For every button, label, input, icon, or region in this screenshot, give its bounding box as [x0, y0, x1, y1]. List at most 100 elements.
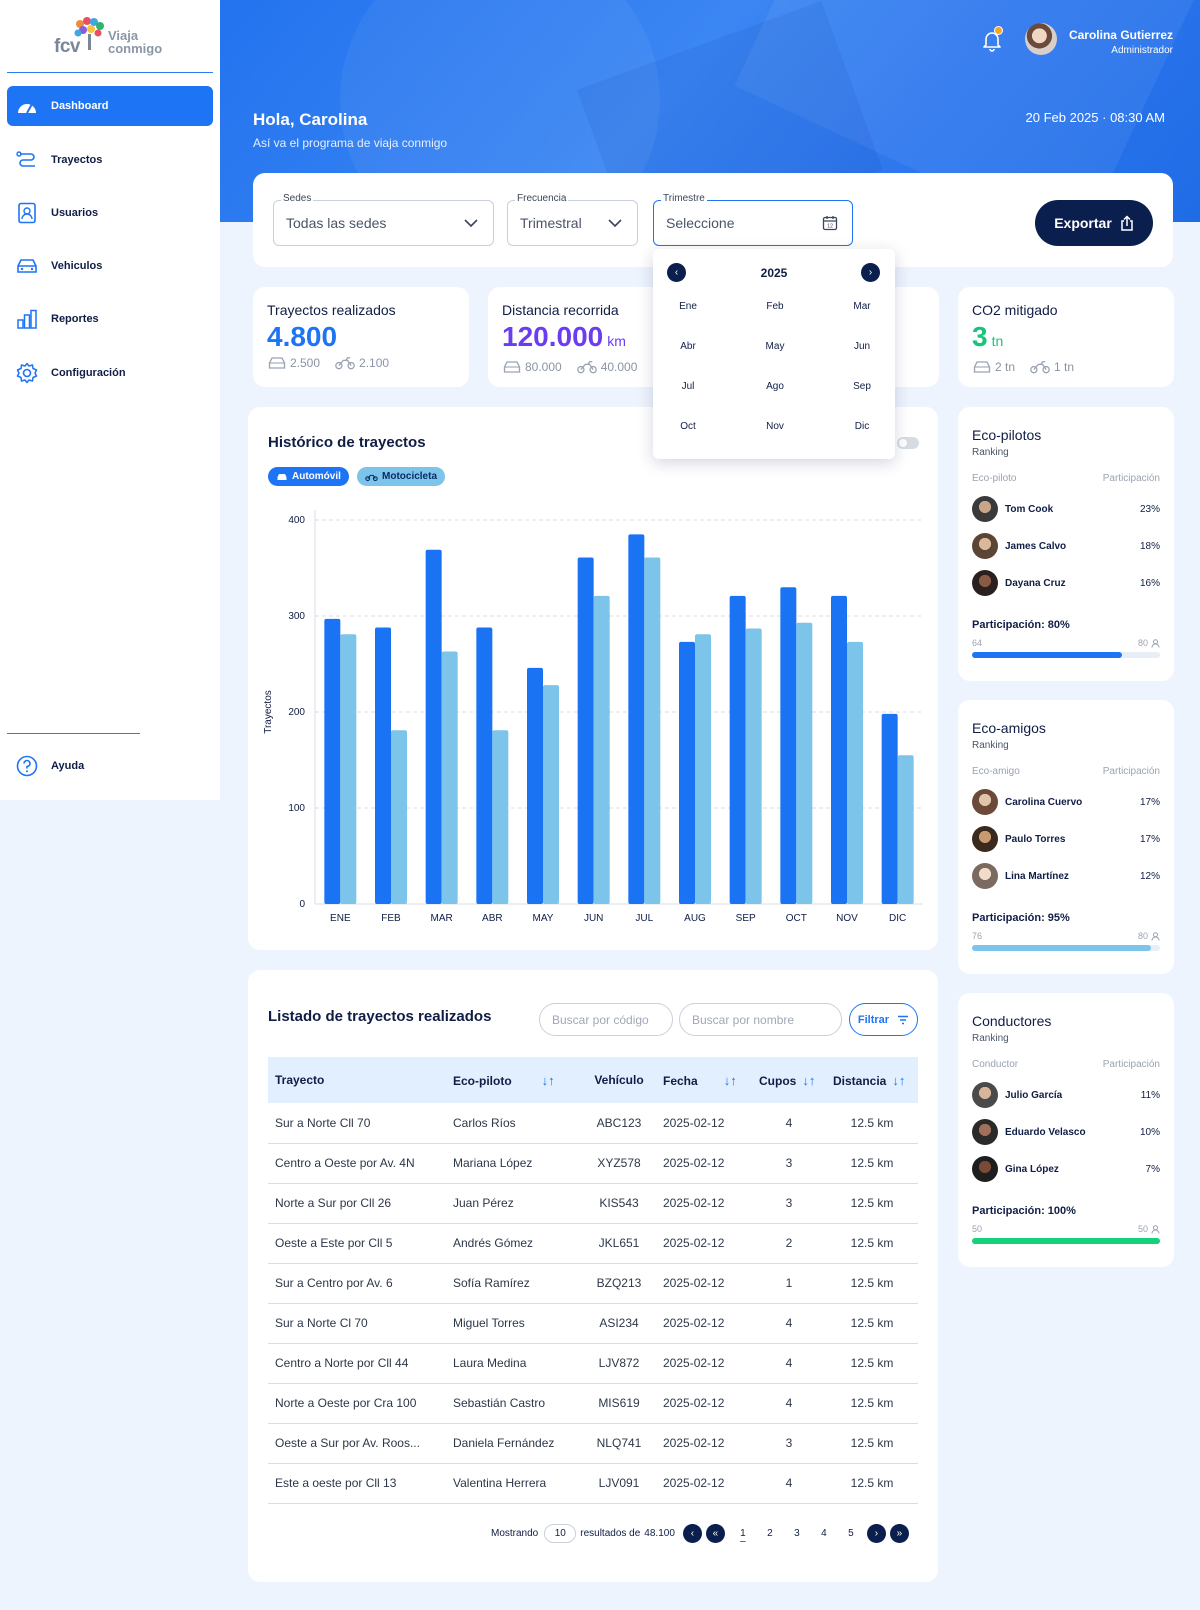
- export-button[interactable]: Exportar: [1035, 200, 1153, 246]
- app-logo[interactable]: fcv Viaja conmigo: [52, 16, 172, 60]
- bar-ene-motocicleta: [340, 634, 357, 904]
- dashboard-icon: [15, 94, 39, 118]
- table-row[interactable]: Este a oeste por Cll 13 Valentina Herrera…: [268, 1463, 918, 1504]
- vehiculo-cell: KIS543: [582, 1183, 656, 1224]
- page-5[interactable]: 5: [848, 1527, 854, 1539]
- month-jun[interactable]: Jun: [853, 341, 871, 352]
- ranking-row[interactable]: Tom Cook 23%: [972, 495, 1160, 523]
- month-feb[interactable]: Feb: [766, 301, 784, 312]
- month-nov[interactable]: Nov: [766, 421, 784, 432]
- table-row[interactable]: Sur a Centro por Av. 6 Sofía Ramírez BZQ21…: [268, 1263, 918, 1304]
- page-2[interactable]: 2: [767, 1527, 773, 1539]
- share-icon: [1121, 215, 1133, 231]
- sidebar-item-usuarios[interactable]: Usuarios: [7, 193, 213, 233]
- ranking-row[interactable]: Gina López 7%: [972, 1155, 1160, 1183]
- table-row[interactable]: Norte a Oeste por Cra 100 Sebastián Castr…: [268, 1383, 918, 1424]
- ranking-percent: 17%: [1139, 834, 1160, 845]
- prev-page-button[interactable]: ‹: [682, 1523, 702, 1543]
- month-picker-popup: ‹ 2025 › Ene Feb Mar Abr May Jun Jul Ago Sep Oct N…: [653, 249, 895, 459]
- sedes-select[interactable]: Sedes Todas las sedes: [273, 193, 494, 246]
- trayecto-cell: Oeste a Este por Cll 5: [268, 1223, 446, 1264]
- bar-mar-motocicleta: [441, 651, 458, 904]
- bar-may-motocicleta: [543, 685, 559, 904]
- user-name[interactable]: Carolina Gutierrez: [1068, 28, 1173, 42]
- legend-chip-motocicleta[interactable]: Motocicleta: [357, 467, 446, 486]
- col-fecha[interactable]: Fecha ↓↑: [656, 1057, 752, 1103]
- field-value: Seleccione: [666, 215, 735, 231]
- bar-jun-automovil: [577, 557, 594, 904]
- frecuencia-select[interactable]: Frecuencia Trimestral: [507, 193, 638, 246]
- ranking-percent: 17%: [1139, 797, 1160, 808]
- prev-year-button[interactable]: ‹: [667, 263, 686, 282]
- ranking-row[interactable]: Lina Martínez 12%: [972, 862, 1160, 890]
- sidebar-item-ayuda[interactable]: Ayuda: [7, 746, 213, 786]
- x-tick-label: AUG: [684, 913, 706, 924]
- col-cupos[interactable]: Cupos ↓↑: [752, 1057, 826, 1103]
- month-sep[interactable]: Sep: [853, 381, 871, 392]
- sidebar-item-configuracion[interactable]: Configuración: [7, 353, 213, 393]
- sidebar-item-reportes[interactable]: Reportes: [7, 299, 213, 339]
- page-3[interactable]: 3: [794, 1527, 800, 1539]
- col-distancia[interactable]: Distancia ↓↑: [826, 1057, 918, 1103]
- per-page-select[interactable]: 10: [544, 1523, 577, 1543]
- page-4[interactable]: 4: [821, 1527, 827, 1539]
- table-row[interactable]: Centro a Norte por Cll 44 Laura Medina LJV…: [268, 1343, 918, 1384]
- cupos-cell: 3: [752, 1423, 826, 1464]
- ranking-percent: 23%: [1139, 504, 1160, 515]
- bar-sep-motocicleta: [745, 628, 762, 904]
- table-row[interactable]: Oeste a Sur por Av. Roos... Daniela Ferná…: [268, 1423, 918, 1464]
- first-page-button[interactable]: «: [705, 1523, 725, 1543]
- col-eco-piloto[interactable]: Eco-piloto ↓↑: [446, 1057, 582, 1103]
- ranking-row[interactable]: Julio García 11%: [972, 1081, 1160, 1109]
- sort-icon: ↓↑: [723, 1072, 737, 1088]
- cupos-cell: 4: [752, 1303, 826, 1344]
- month-mar[interactable]: Mar: [853, 301, 871, 312]
- table-row[interactable]: Norte a Sur por Cll 26 Juan Pérez KIS543 20…: [268, 1183, 918, 1224]
- sidebar-divider-bottom: [7, 733, 140, 734]
- month-ago[interactable]: Ago: [766, 381, 784, 392]
- next-page-button[interactable]: ›: [866, 1523, 886, 1543]
- next-year-button[interactable]: ›: [861, 263, 880, 282]
- table-row[interactable]: Sur a Norte Cll 70 Carlos Ríos ABC123 2025-…: [268, 1103, 918, 1144]
- chart-toggle[interactable]: [897, 437, 919, 449]
- table-row[interactable]: Centro a Oeste por Av. 4N Mariana López XY…: [268, 1143, 918, 1184]
- page-1[interactable]: 1: [740, 1527, 746, 1539]
- distancia-cell: 12.5 km: [826, 1183, 918, 1224]
- table-row[interactable]: Sur a Norte Cl 70 Miguel Torres ASI234 2025…: [268, 1303, 918, 1344]
- trimestre-picker[interactable]: Trimestre Seleccione 12: [653, 193, 853, 246]
- legend-chip-automovil[interactable]: Automóvil: [268, 467, 349, 486]
- user-icon: [1151, 639, 1160, 648]
- trips-bar-chart: 0 100 200 300 400 Trayectos ENE FEB MAR ABR MAY JUN…: [263, 510, 923, 924]
- month-dic[interactable]: Dic: [854, 421, 870, 432]
- ranking-row[interactable]: Eduardo Velasco 10%: [972, 1118, 1160, 1146]
- last-page-button[interactable]: »: [889, 1523, 909, 1543]
- ranking-row[interactable]: Carolina Cuervo 17%: [972, 788, 1160, 816]
- ranking-row[interactable]: Dayana Cruz 16%: [972, 569, 1160, 597]
- vehiculo-cell: JKL651: [582, 1223, 656, 1264]
- month-abr[interactable]: Abr: [680, 341, 696, 352]
- sidebar-item-vehiculos[interactable]: Vehiculos: [7, 246, 213, 286]
- ranking-col-name: Eco-amigo: [972, 766, 1020, 777]
- avatar: [972, 570, 998, 596]
- user-icon: [1151, 1225, 1160, 1234]
- search-name-input[interactable]: Buscar por nombre: [679, 1003, 842, 1036]
- ranking-row[interactable]: Paulo Torres 17%: [972, 825, 1160, 853]
- search-code-input[interactable]: Buscar por código: [539, 1003, 673, 1036]
- table-title: Listado de trayectos realizados: [268, 1008, 492, 1025]
- filter-button[interactable]: Filtrar: [849, 1003, 918, 1036]
- calendar-icon[interactable]: 12: [822, 215, 838, 231]
- month-may[interactable]: May: [765, 341, 785, 352]
- month-oct[interactable]: Oct: [680, 421, 696, 432]
- sidebar-item-trayectos[interactable]: Trayectos: [7, 140, 213, 180]
- fecha-cell: 2025-02-12: [656, 1343, 752, 1384]
- ranking-row[interactable]: James Calvo 18%: [972, 532, 1160, 560]
- motorcycle-icon: [1030, 361, 1050, 374]
- user-avatar[interactable]: [1025, 23, 1057, 55]
- sidebar-item-label: Ayuda: [51, 760, 85, 772]
- month-jul[interactable]: Jul: [681, 381, 695, 392]
- month-ene[interactable]: Ene: [679, 301, 697, 312]
- sidebar-item-dashboard[interactable]: Dashboard: [7, 86, 213, 126]
- bar-oct-motocicleta: [796, 622, 813, 904]
- table-row[interactable]: Oeste a Este por Cll 5 Andrés Gómez JKL651…: [268, 1223, 918, 1264]
- trayecto-cell: Sur a Norte Cll 70: [268, 1103, 446, 1144]
